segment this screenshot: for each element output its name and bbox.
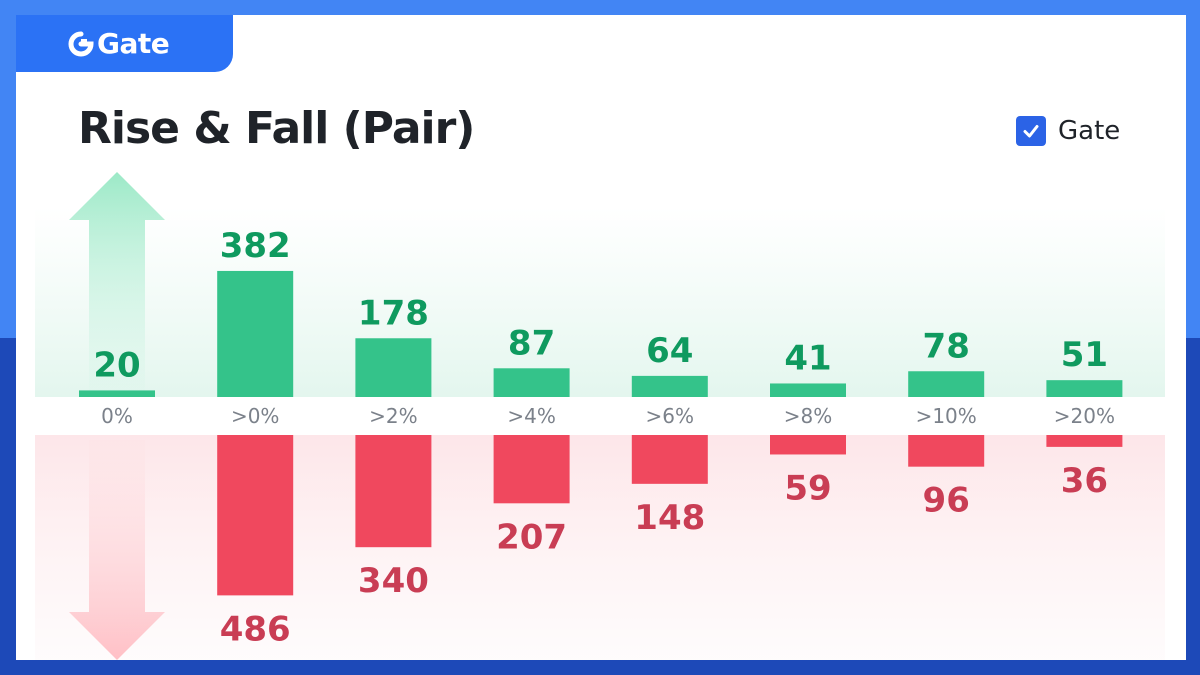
brand-logo[interactable]: Gate [16, 15, 233, 72]
category-tick-label: 0% [101, 404, 133, 428]
rise-arrow-icon [69, 172, 165, 395]
rise-value-label: 64 [646, 331, 693, 371]
category-tick-label: >6% [646, 404, 695, 428]
fall-bar [493, 435, 570, 504]
rise-bar [770, 383, 846, 397]
fall-bar [1046, 435, 1123, 447]
fall-value-label: 96 [923, 481, 970, 521]
rise-value-label: 382 [220, 226, 291, 266]
chart-title: Rise & Fall (Pair) [78, 103, 475, 154]
fall-arrow-icon [69, 440, 165, 660]
rise-value-label: 178 [358, 293, 429, 333]
chart-marks: 20 0% 382 486 >0% 178 340 >2% 87 207 >4% 64 148 >6% 41… [79, 226, 1123, 649]
fall-value-label: 36 [1061, 461, 1108, 501]
brand-name: Gate [97, 27, 170, 60]
rise-bar [908, 371, 985, 397]
fall-bar [770, 435, 846, 455]
legend-label: Gate [1058, 116, 1121, 146]
fall-value-label: 148 [634, 498, 705, 538]
rise-zone-background [35, 207, 1165, 397]
rise-value-label: 20 [93, 345, 140, 385]
fall-value-label: 340 [358, 561, 429, 601]
rise-bar [631, 375, 708, 397]
category-tick-label: >4% [507, 404, 556, 428]
fall-value-label: 207 [496, 517, 567, 557]
rise-bar [217, 270, 294, 397]
gate-logo-icon [68, 31, 94, 56]
rise-value-label: 51 [1061, 335, 1108, 375]
fall-bar [908, 435, 985, 467]
fall-bar [631, 435, 708, 484]
rise-value-label: 41 [784, 338, 831, 378]
fall-value-label: 486 [220, 609, 291, 649]
fall-bar [355, 435, 432, 548]
legend[interactable]: Gate [1016, 116, 1120, 146]
category-tick-label: >2% [369, 404, 418, 428]
fall-zone-background [35, 435, 1165, 660]
rise-bar [1046, 380, 1123, 397]
category-tick-label: >20% [1054, 404, 1115, 428]
rise-bar [79, 390, 155, 397]
category-tick-label: >10% [916, 404, 977, 428]
fall-value-label: 59 [784, 468, 831, 508]
rise-value-label: 87 [508, 323, 555, 363]
category-tick-label: >8% [784, 404, 833, 428]
legend-checkbox[interactable] [1016, 116, 1046, 146]
category-tick-label: >0% [231, 404, 280, 428]
rise-value-label: 78 [923, 326, 970, 366]
rise-bar [493, 368, 570, 397]
rise-bar [355, 338, 432, 397]
fall-bar [217, 435, 294, 596]
check-icon [1023, 125, 1039, 138]
